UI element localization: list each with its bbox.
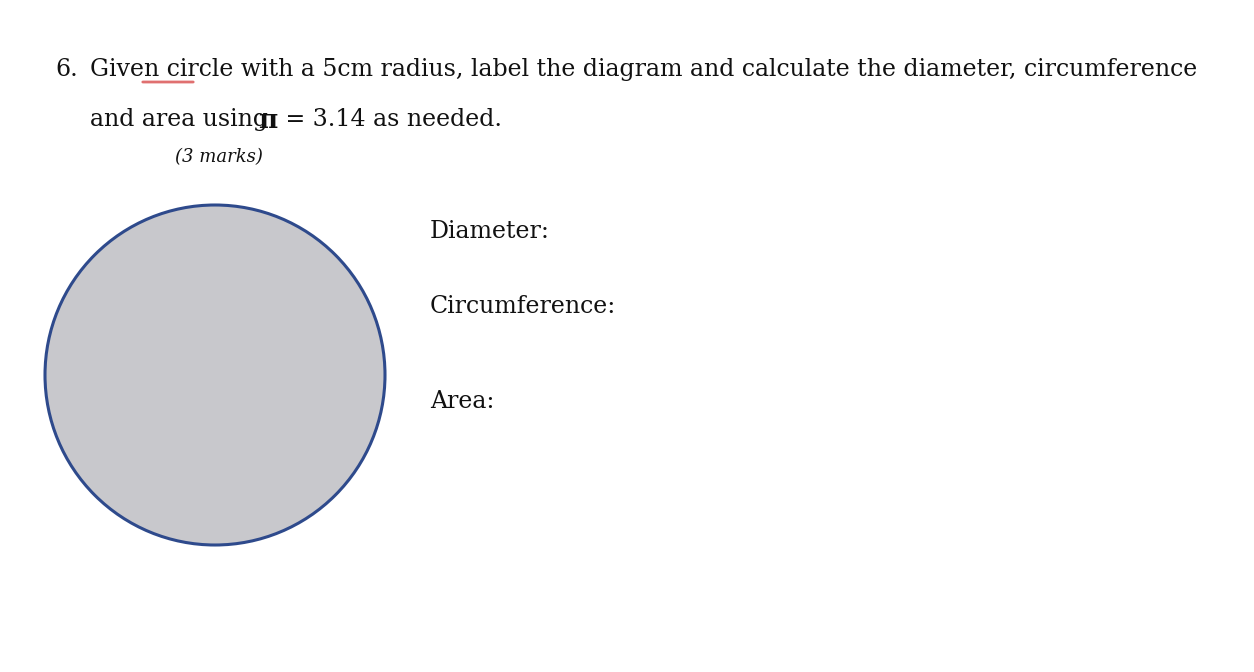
Text: Circumference:: Circumference: (430, 295, 616, 318)
Text: 6.: 6. (55, 58, 78, 81)
Text: Area:: Area: (430, 390, 494, 413)
Text: = 3.14 as needed.: = 3.14 as needed. (278, 108, 502, 131)
Text: Given circle with a 5cm radius, label the diagram and calculate the diameter, ci: Given circle with a 5cm radius, label th… (90, 58, 1198, 81)
Text: π: π (258, 108, 277, 133)
Circle shape (45, 205, 385, 545)
Text: Diameter:: Diameter: (430, 220, 549, 243)
Text: and area using: and area using (90, 108, 276, 131)
Text: (3 marks): (3 marks) (176, 148, 263, 166)
